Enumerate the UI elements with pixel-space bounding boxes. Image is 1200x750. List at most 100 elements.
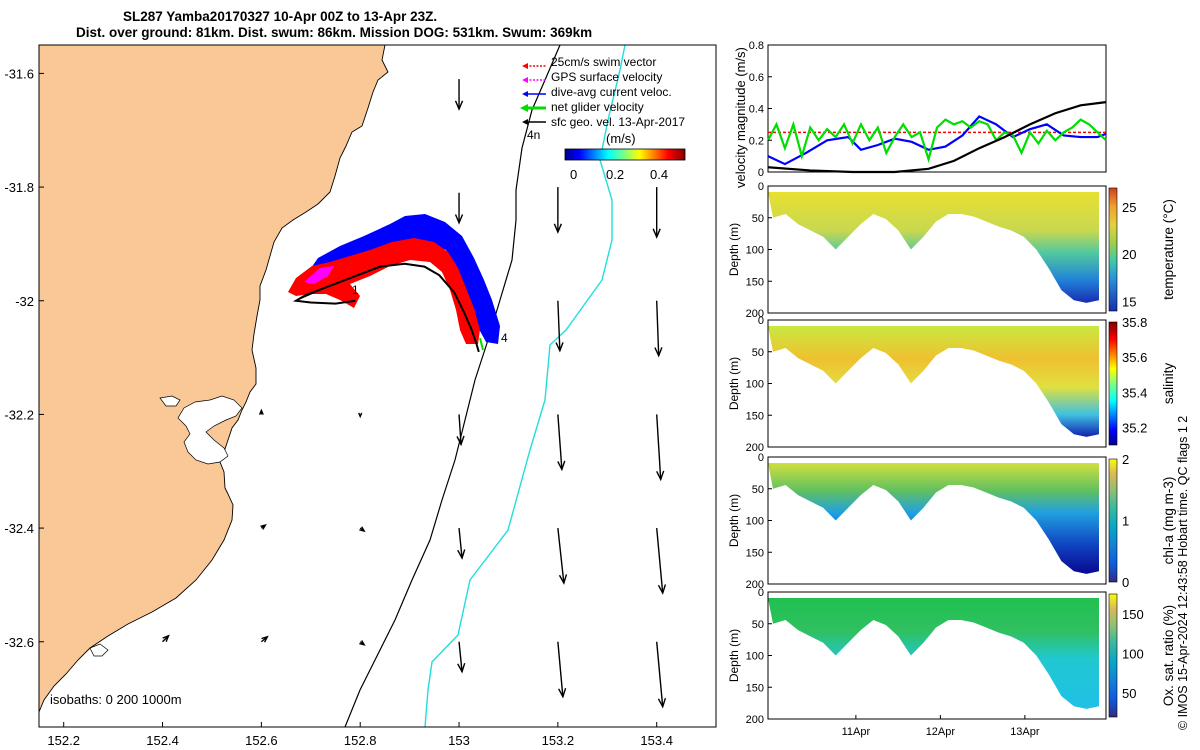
section-panel: 0 50 100 150 200 Depth (m) 35.2 35.4 35.6 35.8 sal… (727, 315, 1176, 454)
velocity-y-axis: 0 0.2 0.4 0.6 0.8 (749, 40, 772, 179)
depth-tick-label: 150 (746, 682, 764, 694)
current-arrow (162, 634, 170, 643)
velocity-tick-label: 0.6 (749, 72, 764, 84)
velocity-ylabel: velocity magnitude (m/s) (733, 47, 748, 188)
map-x-tick-label: 152.6 (245, 733, 278, 748)
map-x-tick-label: 153.4 (640, 733, 673, 748)
depth-tick-label: 100 (746, 516, 764, 528)
net-glider-vector (479, 337, 484, 351)
current-arrow (359, 640, 366, 646)
day-label: 4 (501, 331, 508, 345)
depth-tick-label: 0 (758, 181, 764, 193)
colorbar-label: chl-a (mg m-3) (1161, 477, 1176, 565)
colorbar-tick-label: 25 (1122, 200, 1136, 215)
map-panel: 152.2 152.4 152.6 152.8 153 153.2 153.4 -31.6-… (4, 44, 717, 748)
current-arrow (656, 414, 665, 482)
velocity-series-line (767, 115, 1107, 166)
current-arrow (656, 528, 667, 595)
map-y-tick-label: -31.8 (4, 180, 34, 195)
section-fill (768, 326, 1099, 437)
velocity-panel: 0 0.2 0.4 0.6 0.8 (749, 40, 1107, 179)
depth-tick-label: 100 (746, 379, 764, 391)
section-panel: 0 50 100 150 200 Depth (m) 50 100 150 Ox. sat. ra… (727, 587, 1176, 738)
day-label: 1 (352, 283, 359, 297)
map-x-tick-label: 152.4 (146, 733, 179, 748)
current-arrow (557, 641, 567, 699)
current-arrow (260, 635, 269, 643)
map-y-tick-label: -32.2 (4, 407, 34, 422)
depth-ylabel: Depth (m) (727, 494, 741, 547)
current-arrow (358, 412, 363, 419)
depth-tick-label: 150 (746, 276, 764, 288)
glider-return-track (292, 288, 356, 305)
section-colorbar (1108, 593, 1118, 718)
speed-colorbar: 0 0.2 0.4 (564, 148, 686, 182)
current-arrow (454, 192, 464, 225)
depth-tick-label: 50 (752, 619, 764, 631)
velocity-tick-label: 0.8 (749, 40, 764, 52)
footer-label: © IMOS 15-Apr-2024 12:43:58 Hobart time.… (1176, 415, 1190, 730)
speed-colorbar-title: (m/s) (606, 131, 636, 146)
section-fill (768, 463, 1099, 574)
legend-label: sfc geo. vel. 13-Apr-2017 (551, 115, 685, 129)
current-arrow (654, 300, 663, 358)
depth-tick-label: 0 (758, 587, 764, 599)
colorbar-tick-label: 1 (1122, 514, 1129, 529)
colorbar-tick-label: 100 (1122, 647, 1144, 662)
current-vector-swath (300, 214, 500, 344)
depth-tick-label: 150 (746, 410, 764, 422)
depth-tick-label: 150 (746, 547, 764, 559)
glider-track (300, 262, 480, 353)
current-arrow (359, 526, 366, 533)
map-y-tick-label: -32.4 (4, 521, 34, 536)
section-fill (768, 192, 1099, 303)
depth-ylabel: Depth (m) (727, 357, 741, 410)
gps-surface-swath (304, 266, 334, 284)
legend-4n: 4n (527, 128, 540, 142)
current-arrow (456, 414, 465, 447)
map-y-axis: -31.6 -31.8 -32 -32.2 -32.4 -32.6 (4, 66, 44, 650)
legend-label: net glider velocity (551, 100, 644, 114)
legend-label: GPS surface velocity (551, 70, 662, 84)
isobath-200m (344, 45, 561, 727)
time-tick-label: 11Apr (842, 726, 871, 738)
depth-tick-label: 200 (746, 308, 764, 320)
depth-tick-label: 0 (758, 452, 764, 464)
map-x-tick-label: 152.8 (344, 733, 377, 748)
current-arrow (553, 187, 563, 234)
depth-ylabel: Depth (m) (727, 223, 741, 276)
current-arrow (260, 524, 267, 530)
depth-tick-label: 50 (752, 347, 764, 359)
legend-entry-swim (522, 63, 546, 69)
colorbar-tick-label: 35.6 (1122, 350, 1147, 365)
legend-label: 25cm/s swim vector (551, 55, 656, 69)
map-y-tick-label: -31.6 (4, 66, 34, 81)
current-arrow (557, 528, 568, 585)
current-arrow (656, 641, 667, 709)
chart-title: SL287 Yamba20170327 10-Apr 00Z to 13-Apr… (123, 9, 438, 24)
colorbar-tick-label: 35.2 (1122, 420, 1147, 435)
colorbar-tick-label: 0 (1122, 575, 1129, 590)
colorbar-tick-label: 20 (1122, 247, 1136, 262)
velocity-tick-label: 0.2 (749, 135, 764, 147)
legend-entry-dive (522, 91, 546, 97)
section-fill (768, 598, 1099, 709)
colorbar-tick-label: 150 (1122, 607, 1144, 622)
legend-entry-sfc (522, 119, 546, 125)
estuary (177, 395, 243, 465)
current-arrow (258, 408, 264, 415)
current-arrow (457, 641, 466, 674)
current-arrow (457, 528, 466, 560)
colorbar-label: salinity (1161, 363, 1176, 405)
map-x-axis: 152.2 152.4 152.6 152.8 153 153.2 153.4 (47, 722, 673, 748)
section-colorbar (1108, 187, 1118, 312)
colorbar-tick-label: 2 (1122, 452, 1129, 467)
current-arrow (652, 187, 661, 239)
depth-tick-label: 200 (746, 579, 764, 591)
colorbar-tick-label: 35.4 (1122, 385, 1147, 400)
depth-tick-label: 200 (746, 714, 764, 726)
current-arrow (454, 79, 464, 111)
speed-colorbar-tick: 0.4 (650, 167, 668, 182)
map-x-tick-label: 153.2 (542, 733, 575, 748)
